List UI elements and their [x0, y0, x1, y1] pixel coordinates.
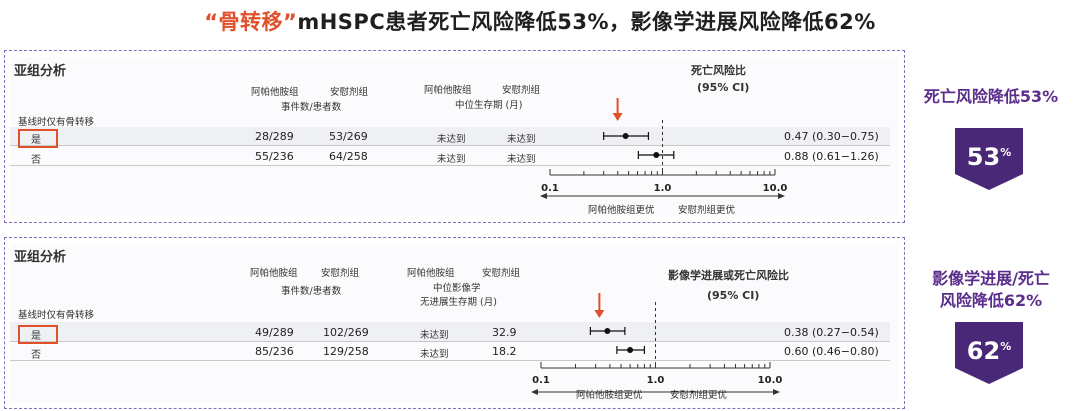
cell-median-abi: 未达到: [437, 134, 466, 145]
baseline-label: 基线时仅有骨转移: [18, 310, 95, 321]
cell-abi-events: 49/289: [255, 326, 294, 339]
side2-heading-line1: 影像学进展/死亡: [932, 269, 1050, 288]
side2-heading-line2: 风险降低62%: [939, 291, 1043, 310]
favors-right-arrowhead: [773, 389, 780, 395]
side2-heading: 影像学进展/死亡 风险降低62%: [906, 268, 1076, 312]
col-header-apalutamide: 阿帕他胺组: [250, 268, 298, 279]
badge-62-value: 62: [966, 337, 1001, 365]
x-tick-label: 10.0: [763, 183, 788, 194]
yes-highlight-box: [18, 325, 58, 344]
badge-62-text: 62%: [955, 337, 1023, 365]
row-divider: [10, 360, 890, 361]
favors-left-label: 阿帕他胺组更优: [576, 390, 643, 401]
favors-right-arrowhead: [778, 193, 785, 199]
median-label-line2: 无进展生存期 (月): [420, 297, 497, 308]
events-label: 事件数/患者数: [281, 286, 342, 297]
cell-hr-text: 0.47 (0.30−0.75): [784, 130, 879, 143]
cell-pbo-events: 129/258: [323, 345, 369, 358]
row-label-no: 否: [31, 155, 41, 166]
x-tick-label: 1.0: [647, 375, 665, 386]
cell-hr-text: 0.88 (0.61−1.26): [784, 150, 879, 163]
col-header-apalutamide: 阿帕他胺组: [251, 87, 299, 98]
table-row-bg: [10, 127, 890, 145]
cell-median-abi: 未达到: [437, 154, 466, 165]
row-label-yes: 是: [31, 331, 41, 342]
col-header-apalutamide-2: 阿帕他胺组: [407, 268, 455, 279]
favors-left-label: 阿帕他胺组更优: [588, 205, 655, 216]
col-header-apalutamide-2: 阿帕他胺组: [424, 85, 472, 96]
highlight-arrow-head: [612, 113, 623, 121]
side1-heading: 死亡风险降低53%: [923, 87, 1059, 106]
cell-median-abi: 未达到: [420, 330, 449, 341]
badge-62: [955, 322, 1023, 384]
row-divider: [10, 165, 890, 166]
col-header-placebo-2: 安慰剂组: [482, 268, 521, 279]
cell-median-abi: 未达到: [420, 349, 449, 360]
median-label-line1: 中位影像学: [433, 283, 481, 294]
row-label-no: 否: [31, 350, 41, 361]
badge-62-unit: %: [1000, 340, 1012, 353]
cell-abi-events: 28/289: [255, 130, 294, 143]
title-accent: “骨转移”: [204, 10, 298, 34]
row-divider: [10, 145, 890, 146]
title-rest: mHSPC患者死亡风险降低53%，影像学进展风险降低62%: [297, 10, 876, 34]
favors-right-label: 安慰剂组更优: [678, 205, 736, 216]
col-header-placebo: 安慰剂组: [330, 87, 369, 98]
cell-median-pbo: 18.2: [492, 345, 517, 358]
x-tick-label: 0.1: [541, 183, 559, 194]
events-label: 事件数/患者数: [281, 102, 342, 113]
yes-highlight-box: [18, 129, 58, 148]
x-tick-label: 0.1: [532, 375, 550, 386]
col-header-placebo-2: 安慰剂组: [502, 85, 541, 96]
hr-point: [622, 133, 629, 139]
baseline-label: 基线时仅有骨转移: [18, 117, 95, 128]
row-label-yes: 是: [31, 135, 41, 146]
hr-title: 死亡风险比: [691, 64, 746, 77]
hr-point: [627, 347, 634, 353]
cell-pbo-events: 53/269: [329, 130, 368, 143]
hr-title: 影像学进展或死亡风险比: [668, 269, 789, 282]
cell-hr-text: 0.60 (0.46−0.80): [784, 345, 879, 358]
table-row-bg: [10, 322, 890, 341]
cell-median-pbo: 未达到: [507, 154, 536, 165]
median-label: 中位生存期 (月): [455, 100, 523, 111]
hr-ci-label: (95% CI): [707, 289, 760, 302]
x-tick-label: 1.0: [654, 183, 672, 194]
subgroup-heading: 亚组分析: [14, 64, 67, 79]
badge-53-value: 53: [966, 143, 1001, 171]
cell-abi-events: 85/236: [255, 345, 294, 358]
cell-pbo-events: 102/269: [323, 326, 369, 339]
cell-median-pbo: 未达到: [507, 134, 536, 145]
page-title: “骨转移”mHSPC患者死亡风险降低53%，影像学进展风险降低62%: [0, 6, 1080, 36]
badge-53-unit: %: [1000, 146, 1012, 159]
x-tick-label: 10.0: [758, 375, 783, 386]
cell-hr-text: 0.38 (0.27−0.54): [784, 326, 879, 339]
cell-abi-events: 55/236: [255, 150, 294, 163]
highlight-arrow-head: [594, 310, 605, 318]
col-header-placebo: 安慰剂组: [321, 268, 360, 279]
cell-pbo-events: 64/258: [329, 150, 368, 163]
favors-left-arrowhead: [531, 389, 538, 395]
favors-left-arrowhead: [540, 193, 547, 199]
hr-point: [604, 328, 611, 334]
hr-point: [653, 152, 660, 158]
row-divider: [10, 341, 890, 342]
subgroup-heading: 亚组分析: [14, 250, 67, 265]
badge-53: [955, 128, 1023, 190]
badge-53-text: 53%: [955, 143, 1023, 171]
favors-right-label: 安慰剂组更优: [670, 390, 728, 401]
cell-median-pbo: 32.9: [492, 326, 517, 339]
hr-ci-label: (95% CI): [697, 81, 750, 94]
